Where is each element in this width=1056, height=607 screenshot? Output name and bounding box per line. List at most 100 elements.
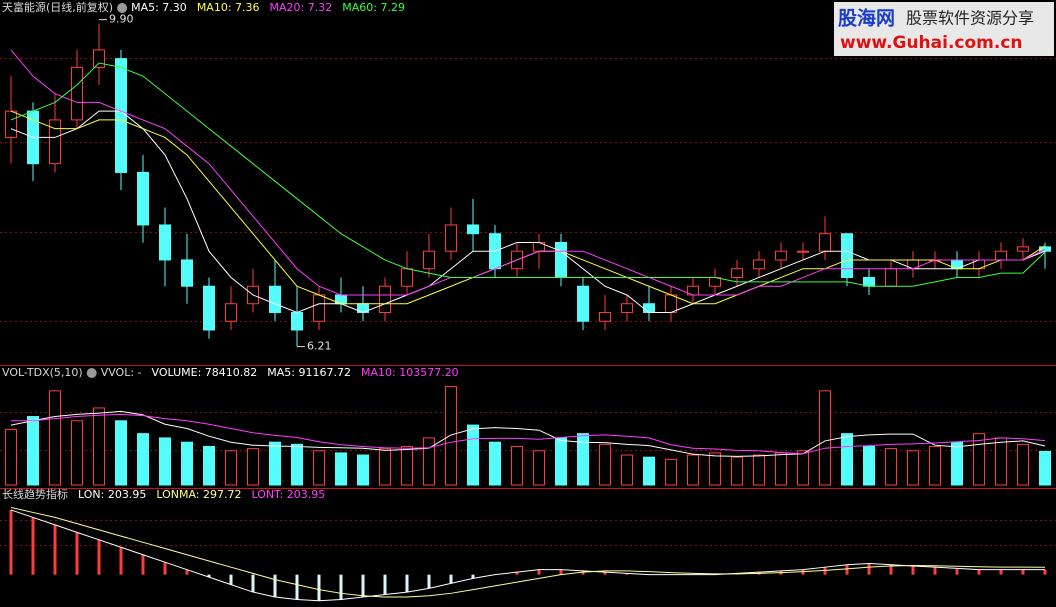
volume-bar (665, 458, 677, 486)
watermark-brand: 股海网 (838, 7, 895, 30)
candle-body (621, 303, 633, 313)
legend-entry: MA5: 91167.72 (267, 366, 351, 379)
candle-body (5, 110, 17, 138)
volume-bar (423, 437, 435, 486)
volume-bar (445, 386, 457, 486)
volume-bar (775, 452, 787, 486)
legend-entry: LON: 203.95 (78, 488, 146, 501)
candle-body (269, 285, 281, 313)
volume-bar (335, 452, 347, 486)
annotation-label: 6.21 (307, 340, 332, 353)
volume-bar (379, 448, 391, 486)
legend-entry: MA10: 103577.20 (361, 366, 459, 379)
candle-body (709, 276, 721, 287)
volume-bar (753, 454, 765, 486)
volume-bar (159, 437, 171, 486)
volume-bar (797, 450, 809, 486)
volume-bar (467, 424, 479, 486)
candle-body (423, 250, 435, 270)
volume-ma-line (11, 413, 1046, 455)
menu-icon (86, 368, 97, 378)
legend-entry: LONT: 203.95 (251, 488, 325, 501)
volume-ma-line (10, 410, 1046, 457)
candle-body (467, 224, 479, 235)
volume-bar (841, 433, 853, 486)
candle-body (797, 250, 809, 253)
volume-bar (709, 452, 721, 486)
volume-bar (577, 433, 589, 486)
volume-bar (203, 445, 215, 486)
volume-bar (885, 448, 897, 486)
volume-bar (511, 445, 523, 486)
volume-bar (313, 450, 325, 486)
candle-body (181, 259, 193, 287)
volume-bar (489, 441, 501, 486)
candle-body (731, 268, 743, 278)
volume-bar (1039, 450, 1051, 486)
legend-entry: VOL-TDX(5,10) (2, 366, 83, 379)
volume-bar (819, 390, 831, 486)
volume-bar (907, 450, 919, 486)
volume-bar (555, 437, 567, 486)
candle-body (819, 233, 831, 252)
candle-body (401, 268, 413, 287)
legend-entry: MA60: 7.29 (342, 1, 405, 14)
candle-body (291, 311, 303, 331)
candle-body (445, 224, 457, 252)
candle-body (599, 311, 611, 322)
volume-bar (27, 416, 39, 486)
menu-icon (117, 3, 128, 13)
candle-body (753, 259, 765, 270)
volume-bar (93, 407, 105, 486)
candle-body (225, 303, 237, 322)
legend-entry: MA5: 7.30 (131, 1, 187, 14)
volume-bar (357, 454, 369, 486)
volume-bar (599, 443, 611, 486)
volume-bar (863, 445, 875, 486)
candle-body (379, 285, 391, 313)
volume-bar (973, 433, 985, 486)
candle-body (1039, 246, 1051, 252)
candle-body (643, 303, 655, 313)
volume-bar (71, 420, 83, 486)
watermark-url: www.Guhai.com.cn (840, 33, 1023, 53)
candle-body (71, 66, 83, 121)
volume-bar (533, 450, 545, 486)
volume-bar (401, 445, 413, 486)
legend-entry: 长线趋势指标 (2, 487, 68, 501)
watermark: 股海网 股票软件资源分享 www.Guhai.com.cn (834, 2, 1054, 56)
legend-entry: LONMA: 297.72 (156, 488, 241, 501)
candle-body (555, 241, 567, 278)
volume-bar (995, 437, 1007, 486)
volume-bar (731, 456, 743, 486)
volume-bar (269, 441, 281, 486)
candle-body (885, 268, 897, 287)
volume-bar (137, 433, 149, 486)
candle-body (159, 224, 171, 261)
volume-bar (181, 441, 193, 486)
indicator-line (10, 509, 1046, 602)
watermark-slogan: 股票软件资源分享 (906, 9, 1034, 28)
volume-bar (291, 443, 303, 486)
candle-body (665, 294, 677, 313)
ma-line (10, 62, 1046, 287)
volume-bar (115, 420, 127, 486)
annotation-label: 9.90 (109, 13, 134, 26)
ma-line (10, 49, 1046, 296)
volume-bar (621, 454, 633, 486)
volume-bar (929, 445, 941, 486)
candle-body (93, 49, 105, 68)
candle-body (49, 119, 61, 165)
volume-bar (5, 428, 17, 486)
legend-entry: VOLUME: 78410.82 (152, 366, 258, 379)
legend-entry: VVOL: - (101, 366, 142, 379)
indicator-line (10, 506, 1046, 598)
candle-body (313, 294, 325, 322)
candle-body (995, 250, 1007, 261)
candle-body (841, 233, 853, 278)
volume-bar (1017, 443, 1029, 486)
volume-bar (951, 441, 963, 486)
legend-entry: MA10: 7.36 (197, 1, 260, 14)
